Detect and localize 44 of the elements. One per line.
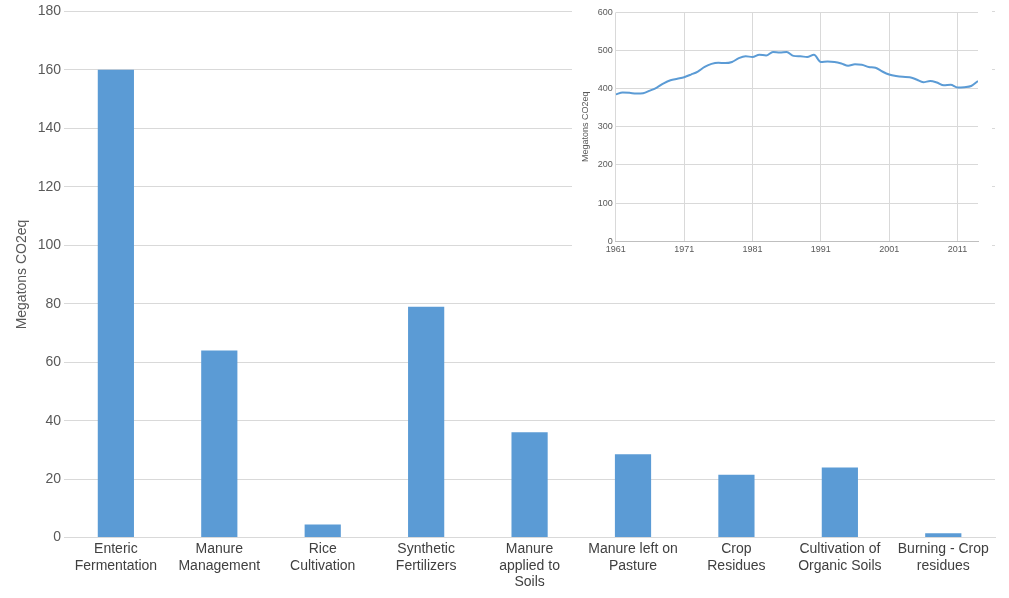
- bar: [925, 533, 962, 538]
- y-tick-label: 160: [37, 60, 62, 77]
- bar: [304, 524, 341, 538]
- x-tick-label: Crop Residues: [707, 539, 766, 573]
- x-tick-label: Rice Cultivation: [290, 539, 356, 573]
- x-tick-label: 2011: [947, 244, 968, 255]
- bar: [718, 474, 755, 538]
- y-tick-label: 400: [597, 83, 613, 94]
- x-tick-label: 1971: [674, 244, 695, 255]
- y-axis-title: Megatons CO2eq: [579, 91, 590, 163]
- y-tick-label: 140: [37, 119, 62, 136]
- y-tick-label: 500: [597, 45, 613, 56]
- y-axis-title: Megatons CO2eq: [13, 219, 30, 330]
- y-tick-label: 100: [37, 236, 62, 253]
- x-tick-label: Manure applied to Soils: [499, 539, 561, 590]
- bar: [201, 350, 238, 538]
- y-tick-label: 120: [37, 177, 62, 194]
- x-tick-label: 1981: [742, 244, 763, 255]
- x-tick-label: Cultivation of Organic Soils: [798, 539, 882, 573]
- y-tick-label: 0: [607, 235, 613, 246]
- bar: [511, 432, 548, 538]
- y-tick-label: 100: [597, 197, 613, 208]
- x-tick-label: 1961: [605, 244, 626, 255]
- x-tick-label: Synthetic Fertilizers: [395, 539, 457, 573]
- x-tick-label: Burning - Crop residues: [897, 539, 990, 573]
- y-tick-label: 60: [45, 353, 62, 370]
- y-tick-label: 40: [45, 411, 62, 428]
- bar: [408, 306, 445, 538]
- bar: [97, 69, 134, 538]
- x-tick-label: 1991: [810, 244, 831, 255]
- x-tick-label: Manure left on Pasture: [588, 539, 678, 573]
- x-tick-label: Enteric Fermentation: [74, 539, 158, 573]
- y-tick-label: 600: [597, 6, 613, 17]
- y-tick-label: 0: [53, 528, 62, 545]
- line-series: [615, 51, 978, 96]
- x-tick-label: 2001: [879, 244, 900, 255]
- y-tick-label: 200: [597, 159, 613, 170]
- y-tick-label: 80: [45, 294, 62, 311]
- bar: [614, 454, 652, 538]
- bar: [821, 467, 858, 538]
- y-tick-label: 180: [37, 2, 62, 19]
- y-tick-label: 20: [45, 469, 62, 486]
- y-tick-label: 300: [597, 121, 613, 132]
- x-tick-label: Manure Management: [178, 539, 261, 573]
